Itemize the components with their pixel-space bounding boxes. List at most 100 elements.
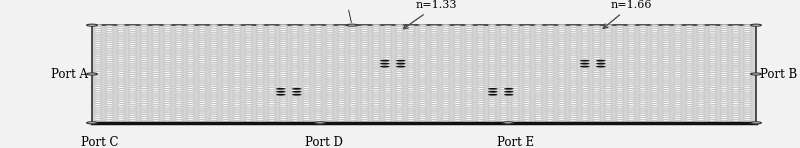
Circle shape [268,77,276,79]
Circle shape [233,67,241,69]
Circle shape [743,91,751,92]
Circle shape [210,40,218,41]
Circle shape [291,41,299,42]
Circle shape [523,96,531,98]
Circle shape [430,45,438,46]
Circle shape [581,76,589,77]
Circle shape [117,65,125,67]
Circle shape [627,33,635,34]
Circle shape [686,32,694,33]
Circle shape [500,88,508,89]
Circle shape [302,85,310,86]
Circle shape [268,83,276,85]
Circle shape [198,66,206,68]
Circle shape [256,121,264,123]
Circle shape [534,89,542,90]
Circle shape [302,76,310,77]
Circle shape [245,25,253,27]
Circle shape [94,35,102,37]
Circle shape [418,42,426,43]
Circle shape [407,30,415,31]
Circle shape [430,47,438,49]
Circle shape [268,25,276,27]
Circle shape [454,49,462,51]
Circle shape [558,85,566,86]
Circle shape [198,94,206,96]
Circle shape [279,115,287,116]
Circle shape [558,65,566,67]
Circle shape [616,90,624,91]
Circle shape [534,85,542,86]
Circle shape [534,52,542,54]
Circle shape [627,121,635,123]
Circle shape [186,74,194,75]
Circle shape [152,49,160,51]
Circle shape [302,87,310,88]
Circle shape [152,111,160,113]
Circle shape [442,112,450,114]
Circle shape [616,94,624,96]
Circle shape [511,110,519,112]
Circle shape [488,89,496,90]
Circle shape [604,108,612,110]
Circle shape [361,43,369,44]
Circle shape [279,33,287,34]
Circle shape [326,82,334,84]
Circle shape [256,65,264,67]
Circle shape [465,93,473,95]
Circle shape [488,63,496,65]
Circle shape [430,25,438,27]
Circle shape [430,71,438,72]
Circle shape [361,75,369,76]
Circle shape [384,68,392,70]
Circle shape [291,98,299,100]
Circle shape [152,32,160,33]
Circle shape [372,121,380,123]
Circle shape [117,70,125,71]
Circle shape [465,115,473,116]
Circle shape [662,116,670,117]
Circle shape [175,83,183,85]
Circle shape [140,87,148,88]
Circle shape [256,74,264,75]
Circle shape [395,61,403,62]
Circle shape [326,97,334,99]
Circle shape [175,47,183,49]
Circle shape [662,60,670,61]
Circle shape [106,96,114,98]
Circle shape [163,33,171,34]
Circle shape [94,48,102,50]
Circle shape [302,115,310,116]
Circle shape [106,36,114,38]
Circle shape [175,34,183,36]
Circle shape [163,42,171,43]
Circle shape [732,107,740,109]
Circle shape [534,78,542,80]
Circle shape [743,27,751,28]
Circle shape [349,115,357,116]
Circle shape [488,37,496,39]
Circle shape [511,74,519,75]
Circle shape [709,25,717,27]
Circle shape [523,51,531,53]
Circle shape [140,72,148,73]
Circle shape [534,61,542,62]
Circle shape [454,56,462,57]
Circle shape [395,24,403,26]
Circle shape [314,38,322,40]
Circle shape [233,31,241,32]
Circle shape [639,77,647,79]
Circle shape [674,27,682,28]
Circle shape [279,112,287,114]
Circle shape [302,54,310,56]
Circle shape [534,117,542,118]
Circle shape [106,101,114,102]
Circle shape [152,30,160,31]
Circle shape [384,114,392,115]
Circle shape [407,109,415,111]
Circle shape [558,48,566,50]
Circle shape [268,114,276,115]
Circle shape [511,76,519,77]
Circle shape [650,46,658,47]
Circle shape [627,52,635,54]
